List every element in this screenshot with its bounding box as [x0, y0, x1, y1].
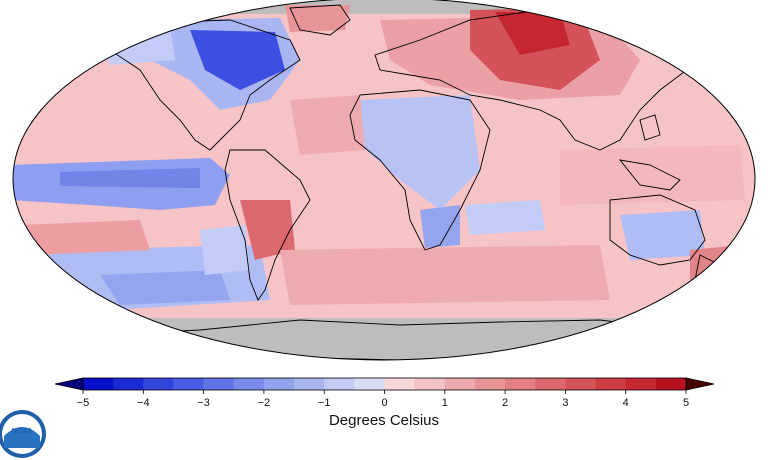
greenland-warm [285, 5, 350, 32]
russia-hot-core [495, 12, 570, 55]
noaa-logo: NOAA [0, 410, 46, 458]
pacific-cool-core [60, 168, 200, 188]
canada-cold [100, 25, 175, 65]
north-america-cold-core [190, 30, 285, 90]
north-atlantic-warm [290, 95, 365, 155]
arctic-no-data [13, 0, 755, 14]
temperature-anomaly-map [12, 0, 756, 361]
south-america-cool [200, 225, 250, 275]
southern-ocean-warm [280, 245, 610, 305]
west-pacific-warm [560, 145, 745, 205]
south-america-warm [240, 200, 295, 260]
southern-africa-cool [420, 205, 460, 248]
indian-ocean-cool [465, 200, 545, 235]
globe-border [12, 0, 756, 361]
africa-cool [355, 95, 480, 210]
south-pacific-cool-2 [100, 270, 230, 305]
colorbar-units-label: Degrees Celsius [328, 412, 440, 429]
australia-cool [620, 210, 705, 260]
east-pacific-warm [20, 220, 150, 255]
